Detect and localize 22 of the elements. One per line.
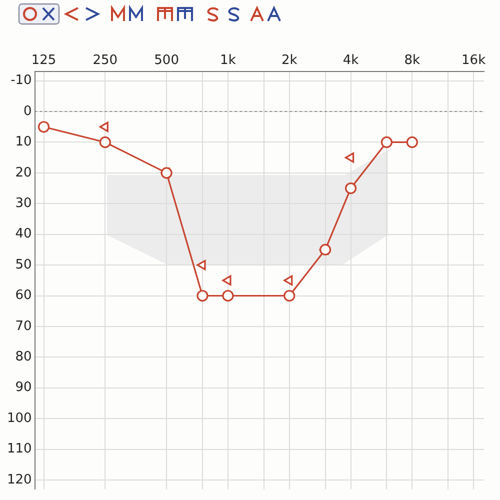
x-tick-label: 500 [154, 53, 179, 68]
x-tick-label: 4k [342, 53, 360, 68]
y-tick-label: 10 [15, 134, 32, 150]
x-tick-label: 125 [31, 53, 56, 68]
x-tick-label: 250 [92, 53, 118, 68]
y-tick-label: 30 [15, 196, 32, 212]
y-tick-label: 100 [6, 410, 32, 426]
y-tick-label: 120 [6, 472, 32, 488]
x-tick-label: 1k [220, 53, 236, 68]
y-tick-label: 40 [15, 226, 32, 242]
y-tick-label: 90 [15, 380, 32, 396]
y-tick-label: 50 [15, 257, 32, 272]
y-tick-label: 60 [15, 288, 32, 304]
y-tick-label: 70 [15, 318, 32, 334]
x-tick-label: 8k [404, 53, 421, 68]
x-tick-label: 2k [281, 53, 298, 68]
y-tick-label: 80 [15, 350, 32, 365]
y-tick-label: 20 [15, 165, 32, 180]
x-tick-label: 16k [462, 53, 486, 68]
y-tick-label: 110 [6, 442, 32, 457]
y-tick-label: -10 [10, 73, 32, 88]
y-tick-label: 0 [24, 104, 32, 119]
